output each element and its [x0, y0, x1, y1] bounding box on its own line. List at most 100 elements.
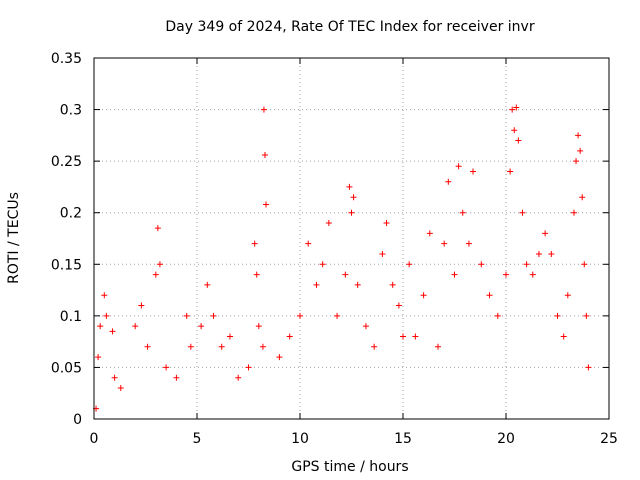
- y-tick-label: 0.35: [51, 51, 82, 67]
- axis-ticks: [93, 57, 610, 420]
- x-tick-label: 25: [600, 431, 618, 447]
- data-point: [218, 343, 225, 350]
- data-point: [117, 385, 124, 392]
- data-point: [156, 261, 163, 268]
- data-point: [575, 132, 582, 139]
- data-point: [465, 240, 472, 247]
- data-point: [354, 281, 361, 288]
- data-point: [132, 323, 139, 330]
- data-point: [319, 261, 326, 268]
- data-point: [585, 364, 592, 371]
- data-point: [204, 281, 211, 288]
- data-point: [95, 354, 102, 361]
- data-point: [111, 374, 118, 381]
- data-point: [455, 163, 462, 170]
- data-point: [507, 168, 514, 175]
- y-tick-labels: 0 0.05 0.1 0.15 0.2 0.25 0.3 0.35: [51, 51, 82, 428]
- data-point: [579, 194, 586, 201]
- data-point: [253, 271, 260, 278]
- data-point: [144, 343, 151, 350]
- data-point: [519, 209, 526, 216]
- data-point: [101, 292, 108, 299]
- data-point: [103, 312, 110, 319]
- data-point: [509, 106, 516, 113]
- data-point: [426, 230, 433, 237]
- data-point: [362, 323, 369, 330]
- data-point: [400, 333, 406, 340]
- y-tick-label: 0.25: [51, 154, 82, 170]
- data-point: [97, 323, 104, 330]
- data-point: [459, 209, 466, 216]
- data-points: [93, 104, 592, 412]
- data-point: [259, 343, 266, 350]
- data-point: [389, 281, 396, 288]
- data-point: [163, 364, 170, 371]
- data-point: [297, 312, 303, 319]
- y-tick-label: 0.3: [60, 103, 82, 119]
- data-point: [523, 261, 530, 268]
- data-point: [235, 374, 242, 381]
- data-point: [173, 374, 180, 381]
- y-axis-title: ROTI / TECUs: [6, 192, 22, 284]
- x-tick-label: 0: [90, 431, 99, 447]
- data-point: [245, 364, 252, 371]
- data-point: [154, 225, 161, 232]
- data-point: [342, 271, 349, 278]
- data-point: [395, 302, 402, 309]
- y-tick-label: 0.2: [60, 206, 82, 222]
- plot-frame: [93, 57, 610, 420]
- chart-title: Day 349 of 2024, Rate Of TEC Index for r…: [165, 19, 534, 35]
- data-point: [350, 194, 357, 201]
- data-point: [138, 302, 145, 309]
- grid-lines: [94, 58, 609, 419]
- data-point: [226, 333, 233, 340]
- data-point: [261, 151, 268, 158]
- data-point: [210, 312, 217, 319]
- x-tick-labels: 0 5 10 15 20 25: [90, 431, 618, 447]
- data-point: [198, 323, 205, 330]
- data-point: [570, 209, 577, 216]
- data-point: [305, 240, 312, 247]
- data-point: [583, 312, 590, 319]
- data-point: [348, 209, 355, 216]
- data-point: [371, 343, 378, 350]
- data-point: [383, 220, 390, 227]
- data-point: [486, 292, 493, 299]
- data-point: [109, 328, 116, 335]
- data-point: [263, 201, 270, 208]
- data-point: [511, 127, 518, 134]
- data-point: [276, 354, 283, 361]
- x-tick-label: 20: [497, 431, 515, 447]
- data-point: [548, 250, 555, 257]
- data-point: [478, 261, 485, 268]
- data-point: [581, 261, 588, 268]
- data-point: [286, 333, 293, 340]
- data-point: [441, 240, 448, 247]
- data-point: [564, 292, 571, 299]
- data-point: [187, 343, 194, 350]
- data-point: [513, 104, 520, 111]
- data-point: [529, 271, 536, 278]
- data-point: [560, 333, 567, 340]
- data-point: [313, 281, 320, 288]
- data-point: [494, 312, 501, 319]
- data-point: [412, 333, 419, 340]
- y-tick-label: 0.1: [60, 309, 82, 325]
- y-tick-label: 0.15: [51, 257, 82, 273]
- y-tick-label: 0.05: [51, 360, 82, 376]
- data-point: [251, 240, 258, 247]
- y-tick-label: 0: [73, 412, 82, 428]
- data-point: [379, 250, 386, 257]
- data-point: [420, 292, 427, 299]
- x-tick-label: 15: [394, 431, 412, 447]
- data-point: [577, 147, 584, 154]
- data-point: [435, 343, 442, 350]
- x-axis-title: GPS time / hours: [291, 459, 408, 475]
- x-tick-label: 10: [291, 431, 309, 447]
- data-point: [535, 250, 542, 257]
- data-point: [406, 261, 413, 268]
- data-point: [445, 178, 452, 185]
- data-point: [503, 271, 509, 278]
- data-point: [255, 323, 262, 330]
